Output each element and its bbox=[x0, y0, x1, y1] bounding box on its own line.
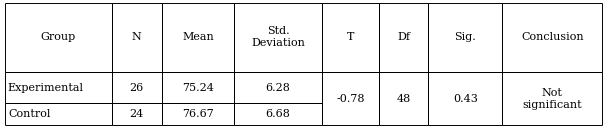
Text: Mean: Mean bbox=[182, 32, 214, 42]
Text: 0.43: 0.43 bbox=[453, 94, 478, 104]
Text: Std.
Deviation: Std. Deviation bbox=[251, 26, 305, 48]
Text: 75.24: 75.24 bbox=[182, 83, 214, 93]
Text: Group: Group bbox=[41, 32, 76, 42]
Text: Experimental: Experimental bbox=[8, 83, 84, 93]
Text: 26: 26 bbox=[130, 83, 144, 93]
Text: 6.28: 6.28 bbox=[266, 83, 291, 93]
Text: T: T bbox=[347, 32, 354, 42]
Text: Conclusion: Conclusion bbox=[521, 32, 584, 42]
Text: Not
significant: Not significant bbox=[522, 88, 582, 110]
Text: 6.68: 6.68 bbox=[266, 109, 291, 119]
Text: -0.78: -0.78 bbox=[336, 94, 365, 104]
Text: Df: Df bbox=[397, 32, 410, 42]
Text: N: N bbox=[132, 32, 142, 42]
Text: 24: 24 bbox=[130, 109, 144, 119]
Text: Sig.: Sig. bbox=[454, 32, 476, 42]
Text: Control: Control bbox=[8, 109, 50, 119]
Text: 48: 48 bbox=[396, 94, 410, 104]
Text: 76.67: 76.67 bbox=[182, 109, 214, 119]
